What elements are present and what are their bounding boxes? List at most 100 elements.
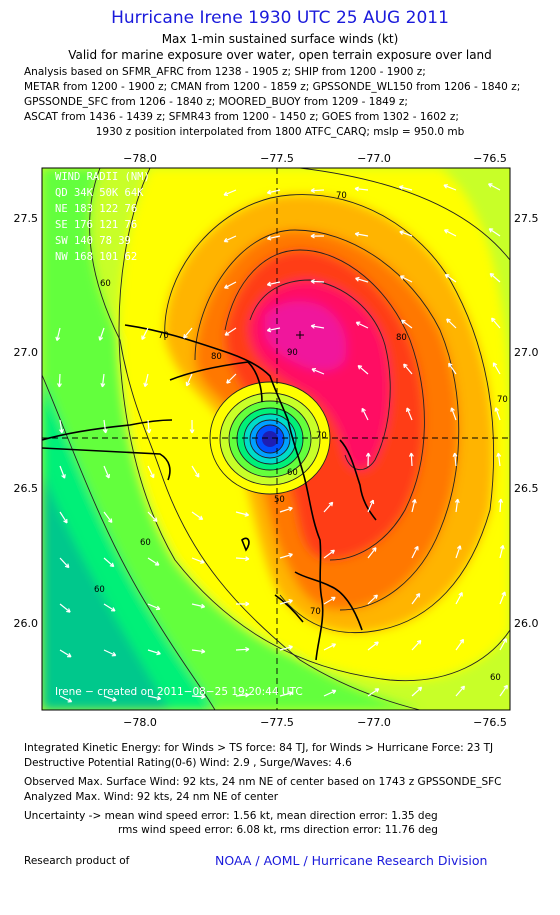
contour-label: 50	[274, 495, 285, 505]
lon-tick-bottom: −77.0	[357, 716, 391, 729]
wind-arrow	[454, 498, 460, 513]
wind-arrow	[185, 373, 193, 387]
wind-arrow	[443, 184, 457, 191]
wind-arrow	[411, 686, 423, 697]
destructive-potential-line: Destructive Potential Rating(0-6) Wind: …	[24, 757, 352, 769]
map-credit: Irene − created on 2011−08−25 19:20:44 U…	[55, 686, 303, 698]
plot-frame	[41, 167, 511, 711]
wind-arrow	[411, 498, 417, 513]
wind-arrow	[411, 639, 422, 651]
wind-arrow	[235, 601, 250, 607]
wind-arrow	[103, 695, 117, 702]
wind-arrow	[191, 694, 206, 700]
wind-arrow	[59, 603, 71, 613]
lon-tick-top: −78.0	[123, 152, 157, 165]
max-wind-marker	[296, 331, 304, 339]
wind-arrow	[59, 649, 72, 658]
center-crosshair	[42, 168, 510, 710]
wind-arrow	[323, 596, 336, 605]
wind-arrow	[355, 276, 369, 283]
wind-arrow	[224, 327, 237, 336]
wind-arrow	[401, 319, 413, 329]
analysis-line-1: Analysis based on SFMR_AFRC from 1238 - …	[24, 66, 426, 78]
contour-label: 80	[396, 333, 407, 343]
wind-radii-row: NW 168 101 62	[55, 251, 137, 263]
wind-arrow	[367, 641, 379, 651]
wind-arrow	[310, 233, 325, 239]
map-subtitle-winds: Max 1-min sustained surface winds (kt)	[161, 32, 399, 46]
contour-label: 90	[287, 348, 298, 358]
lat-tick-left: 27.5	[14, 212, 39, 225]
wind-radii-row: NE 183 122 76	[55, 203, 137, 215]
wind-arrow	[226, 373, 237, 384]
wind-arrow	[367, 594, 378, 605]
contour-label: 60	[100, 279, 111, 289]
wind-arrow	[103, 511, 113, 523]
wind-arrow	[147, 603, 161, 611]
noaa-aoml-link[interactable]: NOAA / AOML / Hurricane Research Divisio…	[215, 853, 488, 868]
wind-arrow	[365, 452, 371, 467]
wind-arrow	[266, 189, 281, 195]
axis-ticks: −78.0 −77.5 −77.0 −76.5 −78.0 −77.5 −77.…	[14, 152, 539, 729]
wind-arrow	[496, 452, 502, 467]
wind-arrow	[367, 547, 377, 559]
wind-arrow	[147, 511, 158, 522]
wind-arrow	[100, 373, 106, 388]
contour-label: 80	[211, 352, 222, 362]
wind-arrow	[103, 603, 116, 612]
wind-arrow	[411, 592, 421, 605]
wind-arrow	[235, 556, 250, 562]
wind-arrow	[147, 649, 161, 656]
wind-arrow	[499, 684, 508, 697]
wind-arrow	[455, 592, 463, 605]
wind-arrow	[499, 591, 506, 605]
wind-arrow	[488, 228, 501, 237]
lon-tick-top: −77.0	[357, 152, 391, 165]
wind-arrow	[357, 364, 369, 375]
wind-band-95	[265, 301, 347, 371]
wind-arrow	[59, 557, 70, 569]
wind-arrow	[235, 511, 250, 517]
wind-arrow	[355, 321, 369, 329]
wind-arrow	[310, 279, 325, 284]
uncertainty-line-1: Uncertainty -> mean wind speed error: 1.…	[24, 810, 438, 822]
wind-arrow	[103, 649, 117, 657]
lat-tick-right: 27.0	[514, 346, 539, 359]
analyzed-max-wind-line: Analyzed Max. Wind: 92 kts, 24 nm NE of …	[24, 791, 279, 803]
wind-arrow	[489, 272, 501, 283]
uncertainty-line-2: rms wind speed error: 6.08 kt, rms direc…	[118, 824, 438, 836]
wind-arrow	[488, 183, 501, 191]
wind-arrow	[191, 603, 206, 609]
wind-arrow	[147, 465, 155, 479]
wind-arrow	[223, 189, 237, 197]
wind-arrow	[103, 465, 111, 479]
wind-arrow	[103, 557, 115, 568]
wind-band-30	[42, 470, 170, 710]
lat-tick-right: 26.5	[514, 482, 539, 495]
wind-radii-header: QD 34K 50K 64K	[55, 187, 144, 199]
wind-arrow	[59, 465, 66, 479]
wind-arrow	[191, 465, 200, 478]
wind-radii-row: SE 176 121 76	[55, 219, 137, 231]
map-subtitle-exposure: Valid for marine exposure over water, op…	[68, 48, 492, 62]
contour-label: 60	[94, 585, 105, 595]
contour-label: 60	[287, 468, 298, 478]
wind-arrow	[443, 229, 457, 237]
lat-tick-left: 27.0	[14, 346, 39, 359]
wind-arrow	[450, 407, 457, 421]
wind-arrow	[452, 452, 458, 467]
lon-tick-bottom: −78.0	[123, 716, 157, 729]
wind-arrow	[354, 186, 369, 192]
wind-arrow	[311, 367, 325, 375]
wind-arrow	[399, 230, 413, 237]
wind-arrow	[279, 506, 293, 513]
wind-arrow	[448, 362, 457, 375]
analysis-line-2: METAR from 1200 - 1900 z; CMAN from 1200…	[24, 81, 521, 93]
wind-arrow	[191, 557, 205, 564]
contour-label: 70	[316, 431, 327, 441]
wind-arrow	[455, 545, 462, 559]
contour-label-group: 70 60 70 80 90 80 70 60 50 60 70 60 70 6…	[94, 191, 508, 683]
wind-arrow	[399, 275, 413, 283]
wind-arrow	[59, 511, 68, 524]
wind-arrow	[57, 373, 62, 388]
